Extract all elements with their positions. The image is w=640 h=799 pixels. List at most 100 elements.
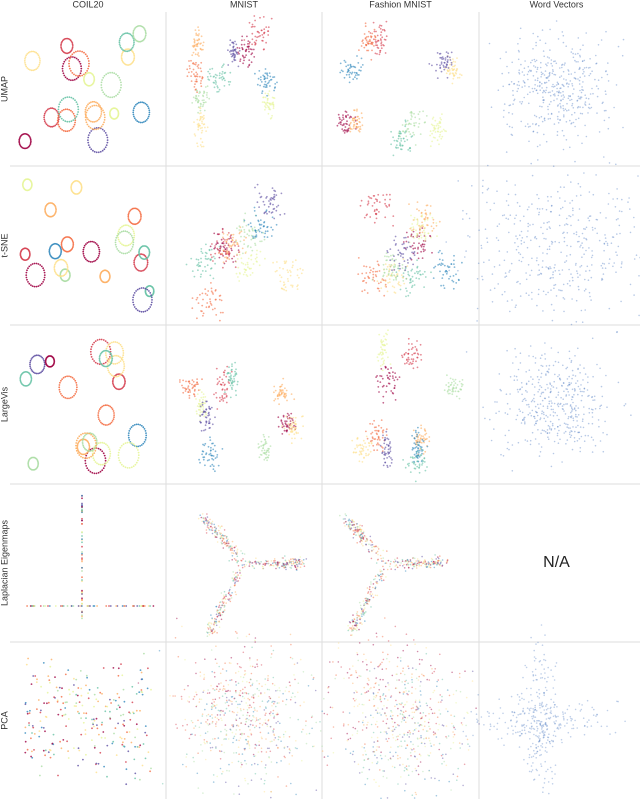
point — [378, 26, 381, 28]
point — [572, 107, 575, 109]
point — [389, 265, 392, 268]
point — [201, 105, 204, 108]
point — [290, 284, 292, 287]
point — [370, 43, 373, 45]
point — [148, 290, 150, 292]
point — [445, 270, 448, 272]
point — [26, 269, 28, 272]
point — [410, 281, 412, 284]
point — [253, 210, 256, 212]
point — [598, 131, 601, 133]
point — [422, 229, 425, 232]
point — [563, 96, 565, 98]
point — [102, 467, 105, 470]
point — [549, 117, 551, 120]
point — [76, 444, 79, 447]
point — [216, 91, 219, 93]
point — [562, 94, 565, 96]
point — [536, 207, 539, 210]
point — [367, 200, 370, 203]
point — [407, 356, 410, 359]
point — [199, 293, 201, 296]
point — [566, 109, 568, 112]
point — [202, 94, 204, 97]
point — [554, 283, 557, 286]
point — [263, 221, 265, 224]
point — [114, 375, 116, 378]
point — [372, 21, 375, 24]
point — [76, 446, 79, 448]
point — [275, 209, 278, 212]
point — [591, 254, 594, 257]
point — [589, 215, 592, 217]
point — [72, 241, 75, 244]
point — [97, 256, 99, 259]
point — [129, 225, 132, 228]
point — [404, 124, 407, 126]
point — [140, 253, 143, 256]
point — [282, 391, 284, 394]
point — [402, 280, 405, 282]
point — [255, 235, 258, 238]
point — [196, 381, 198, 384]
point — [429, 130, 432, 133]
point — [109, 455, 111, 457]
point — [557, 82, 559, 85]
point — [378, 391, 380, 393]
point — [204, 288, 207, 290]
point — [199, 144, 202, 146]
point — [31, 356, 34, 359]
point — [560, 107, 562, 109]
point — [550, 303, 553, 306]
point — [392, 224, 394, 227]
point — [354, 451, 357, 454]
point — [32, 355, 35, 358]
point — [378, 439, 381, 441]
point — [260, 29, 263, 32]
point — [110, 354, 113, 357]
point — [205, 306, 208, 309]
point — [349, 127, 352, 130]
point — [232, 49, 235, 51]
point — [544, 70, 547, 72]
point — [505, 275, 508, 278]
point — [204, 396, 207, 398]
point — [242, 252, 244, 255]
point — [439, 56, 442, 59]
point — [107, 423, 110, 426]
point — [435, 222, 438, 224]
point — [146, 265, 149, 267]
point — [367, 202, 370, 205]
point — [132, 424, 134, 427]
point — [367, 442, 370, 444]
point — [419, 437, 422, 439]
point — [289, 274, 292, 277]
point — [209, 426, 211, 429]
point — [239, 231, 241, 234]
point — [218, 256, 221, 259]
point — [86, 109, 89, 112]
point — [55, 123, 58, 126]
point — [577, 285, 580, 288]
point — [101, 450, 104, 453]
point — [133, 41, 135, 44]
point — [377, 429, 380, 432]
point — [195, 94, 198, 97]
point — [100, 111, 103, 113]
point — [205, 420, 208, 423]
point — [277, 416, 280, 419]
point — [245, 274, 248, 276]
point — [138, 25, 140, 27]
point — [547, 118, 550, 120]
point — [253, 56, 256, 58]
point — [205, 452, 208, 455]
point — [577, 182, 580, 185]
point — [572, 214, 574, 216]
point — [75, 77, 78, 80]
panel — [336, 20, 463, 157]
point — [27, 51, 30, 54]
point — [248, 234, 250, 237]
point — [107, 459, 110, 462]
point — [395, 258, 397, 261]
row-title: t-SNE — [0, 233, 9, 257]
